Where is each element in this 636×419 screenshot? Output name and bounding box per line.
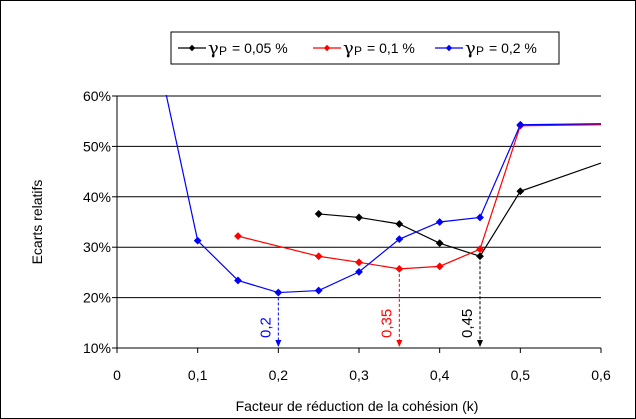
data-point [516,187,525,196]
y-tick-label: 10% [83,340,111,356]
legend-subscript: P [219,44,227,58]
series-3 [165,95,601,297]
y-tick-label: 40% [83,189,111,205]
x-axis-title: Facteur de réduction de la cohésion (k) [236,398,479,414]
data-point [314,252,323,261]
legend-marker [188,44,196,52]
data-point [476,213,484,222]
data-point [355,213,363,222]
y-tick-label: 20% [83,290,111,306]
legend-entry: γ P = 0,2 % [435,38,537,59]
legend-subscript: P [354,44,362,58]
legend-entry: γ P = 0,05 % [178,38,288,59]
legend-label: = 0,05 % [232,40,288,56]
x-tick-label: 0,5 [511,367,531,383]
series-1 [314,162,601,261]
y-tick-label: 30% [83,239,111,255]
annotation-label: 0,2 [257,317,274,338]
x-tick-label: 0 [113,367,121,383]
legend-box [170,31,560,65]
x-tick-label: 0,4 [430,367,450,383]
data-point [355,267,363,276]
legend-symbol: γ [465,38,476,59]
legend-symbol: γ [208,38,219,59]
annotation-arrowhead [477,340,483,347]
x-tick-label: 0,1 [188,367,208,383]
y-axis-title: Ecarts relatifs [29,180,45,265]
x-tick-label: 0,3 [349,367,369,383]
data-point [435,262,444,271]
data-point [355,258,363,267]
data-point [395,220,404,228]
data-point [234,276,242,285]
legend-subscript: P [476,44,484,58]
x-tick-label: 0,6 [591,367,611,383]
annotation-label: 0,45 [459,309,476,338]
annotation-label: 0,35 [378,309,395,338]
data-point [314,286,323,295]
data-point [516,120,525,129]
legend-symbol: γ [343,38,354,59]
y-tick-label: 50% [83,138,111,154]
data-point [435,239,444,248]
x-tick-label: 0,2 [269,367,289,383]
legend-entry: γ P = 0,1 % [313,38,415,59]
annotations: 0,2 0,35 0,45 [257,256,483,347]
annotation-arrowhead [275,340,282,347]
data-point [234,232,242,241]
annotation-arrowhead [396,340,403,347]
y-axis-ticks: 10% 20% 30% 40% 50% 60% [83,88,117,356]
data-point [395,235,404,244]
y-tick-label: 60% [83,88,111,104]
data-point [193,236,202,245]
data-point [314,210,323,218]
series-layer [165,95,601,297]
data-point [476,245,484,254]
legend: γ P = 0,05 % γ P = 0,1 % γ P = 0,2 % [170,31,560,65]
legend-marker [323,44,331,52]
series-line [237,124,601,270]
legend-label: = 0,2 % [489,40,537,56]
legend-marker [445,44,453,52]
data-point [435,218,444,226]
x-axis-ticks: 0 0,1 0,2 0,3 0,4 0,5 0,6 [113,348,611,383]
legend-label: = 0,1 % [367,40,415,56]
